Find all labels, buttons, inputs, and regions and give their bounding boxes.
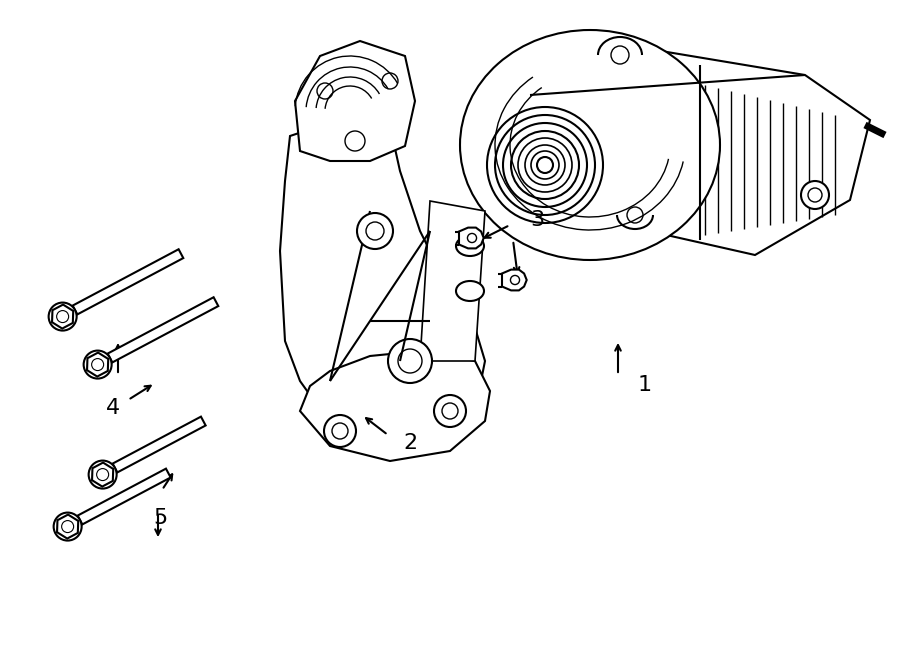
Circle shape	[88, 461, 117, 488]
Circle shape	[388, 339, 432, 383]
Polygon shape	[300, 351, 490, 461]
Text: 4: 4	[106, 398, 120, 418]
Polygon shape	[57, 514, 78, 539]
Polygon shape	[92, 463, 113, 486]
Text: 5: 5	[153, 508, 167, 528]
Text: 1: 1	[638, 375, 652, 395]
Polygon shape	[87, 352, 108, 377]
Polygon shape	[490, 45, 870, 255]
Circle shape	[801, 181, 829, 209]
Text: 3: 3	[530, 210, 544, 230]
Circle shape	[357, 213, 393, 249]
Text: 2: 2	[403, 433, 417, 453]
Circle shape	[54, 512, 82, 541]
Polygon shape	[502, 270, 526, 290]
Polygon shape	[420, 201, 485, 361]
Polygon shape	[112, 416, 205, 473]
Circle shape	[84, 350, 112, 379]
Circle shape	[324, 415, 356, 447]
Circle shape	[434, 395, 466, 427]
Polygon shape	[459, 227, 483, 249]
Polygon shape	[295, 41, 415, 161]
Polygon shape	[108, 297, 219, 362]
Ellipse shape	[456, 281, 484, 301]
Polygon shape	[52, 305, 73, 329]
Polygon shape	[73, 249, 184, 315]
Ellipse shape	[460, 30, 720, 260]
Polygon shape	[280, 116, 485, 436]
Polygon shape	[77, 469, 171, 524]
Circle shape	[49, 303, 76, 330]
Ellipse shape	[456, 236, 484, 256]
